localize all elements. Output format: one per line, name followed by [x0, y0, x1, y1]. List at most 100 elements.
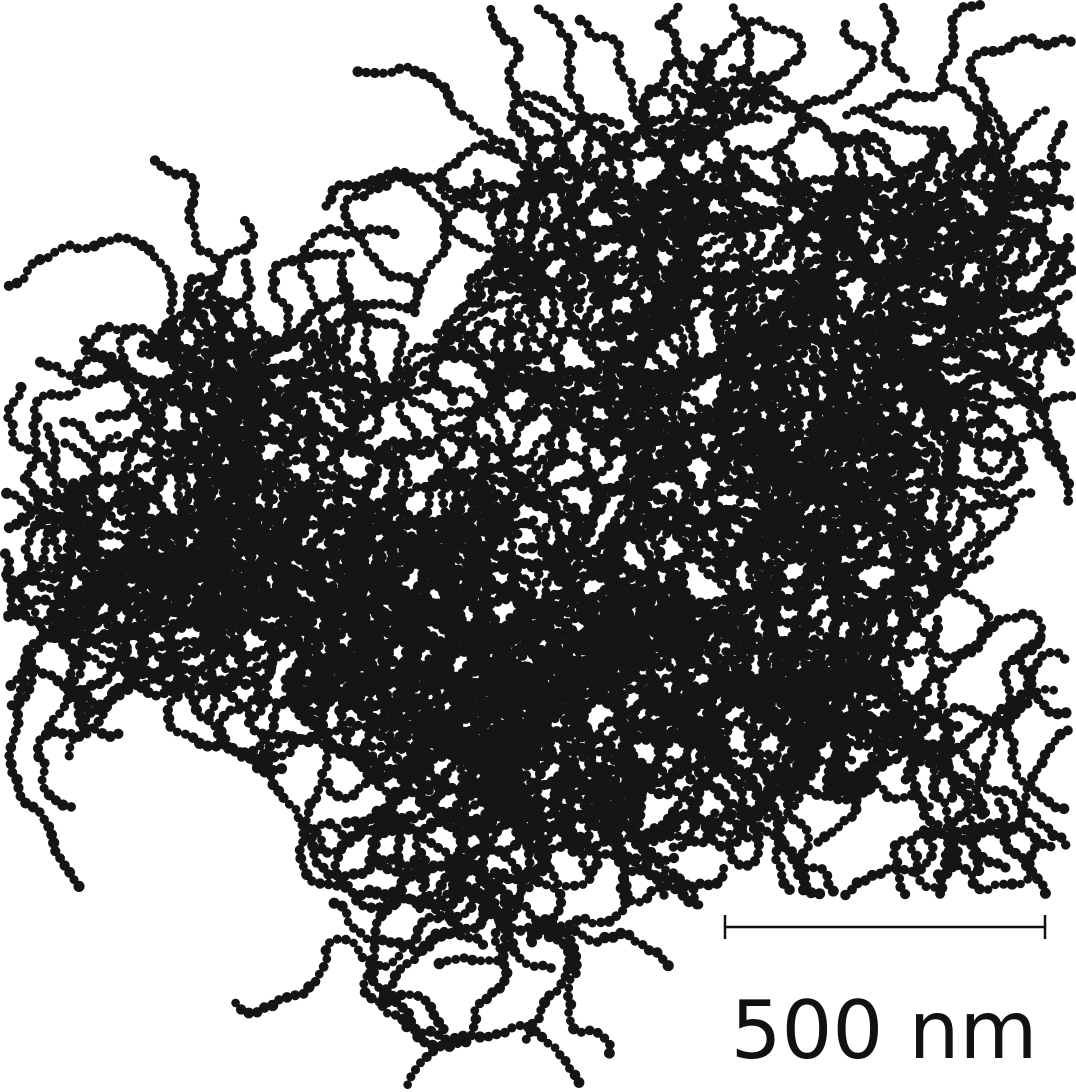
particle [65, 751, 74, 760]
particle [365, 224, 375, 234]
particle [283, 322, 292, 331]
particle [398, 331, 409, 342]
particle [240, 216, 250, 226]
particle [187, 373, 197, 383]
particle [402, 469, 412, 479]
particle [29, 488, 38, 497]
particle [144, 554, 154, 564]
particle [90, 462, 101, 473]
particle [66, 743, 75, 752]
particle [422, 344, 431, 353]
particle [394, 302, 403, 311]
particle [546, 432, 556, 442]
particle [252, 481, 261, 490]
particle [182, 308, 191, 317]
particle [396, 401, 405, 410]
particle [20, 610, 31, 621]
particle [3, 612, 13, 622]
particle [614, 119, 625, 130]
particle [389, 229, 399, 239]
particle [113, 729, 123, 739]
particle [263, 348, 272, 357]
particle [356, 447, 366, 457]
particle [531, 251, 540, 260]
particle [49, 524, 58, 533]
particle [164, 512, 173, 521]
particle [225, 483, 236, 494]
particle [207, 555, 217, 565]
particle [27, 649, 37, 659]
particle [240, 258, 250, 268]
particle [191, 231, 200, 240]
particle [299, 358, 309, 368]
particle [137, 324, 147, 334]
particle [137, 348, 147, 358]
particle [566, 366, 575, 375]
particle [985, 555, 994, 564]
particle [112, 548, 121, 557]
particle [338, 252, 347, 261]
particle [682, 393, 692, 403]
particle [620, 431, 630, 441]
particle [619, 256, 629, 266]
particle [88, 600, 97, 609]
particle [354, 397, 363, 406]
particle [625, 460, 635, 470]
particle [309, 292, 318, 301]
particle [657, 396, 667, 406]
particle [35, 735, 44, 744]
particle [378, 300, 387, 309]
particle [284, 398, 295, 409]
particle [150, 541, 161, 552]
particle [975, 0, 985, 10]
particle [66, 802, 76, 812]
particle [709, 311, 719, 321]
particle [173, 433, 182, 442]
particle [679, 334, 688, 343]
particle [38, 775, 47, 784]
particle [238, 519, 249, 530]
particle [334, 390, 344, 400]
particle [185, 401, 194, 410]
particle [61, 599, 72, 610]
particle [581, 433, 591, 443]
particle [60, 438, 70, 448]
particle [169, 360, 179, 370]
particle [174, 483, 183, 492]
particle [122, 594, 132, 604]
particle [40, 758, 50, 768]
particle [174, 499, 184, 509]
particle [141, 572, 151, 582]
particle [473, 298, 483, 308]
particle [634, 434, 645, 445]
particle [62, 632, 72, 642]
particle [214, 277, 224, 287]
particle [265, 501, 274, 510]
particle [133, 572, 142, 581]
particle [118, 353, 129, 364]
particle [602, 419, 611, 428]
particle [114, 490, 124, 500]
particle [272, 456, 282, 466]
particle [16, 587, 25, 596]
particle [359, 344, 369, 354]
particle [361, 336, 370, 345]
particle [513, 430, 522, 439]
particle [59, 417, 70, 428]
particle [348, 448, 358, 458]
particle [362, 364, 371, 373]
particle [439, 498, 449, 508]
particle [319, 372, 328, 381]
particle [96, 375, 106, 385]
particle [549, 307, 560, 318]
particle [32, 446, 41, 455]
particle [344, 309, 355, 320]
particle [157, 572, 167, 582]
particle [496, 375, 506, 385]
particle [542, 407, 551, 416]
particle [146, 528, 155, 537]
particle [183, 300, 192, 309]
particle [291, 456, 300, 465]
particle [327, 377, 336, 386]
particle [132, 521, 142, 531]
